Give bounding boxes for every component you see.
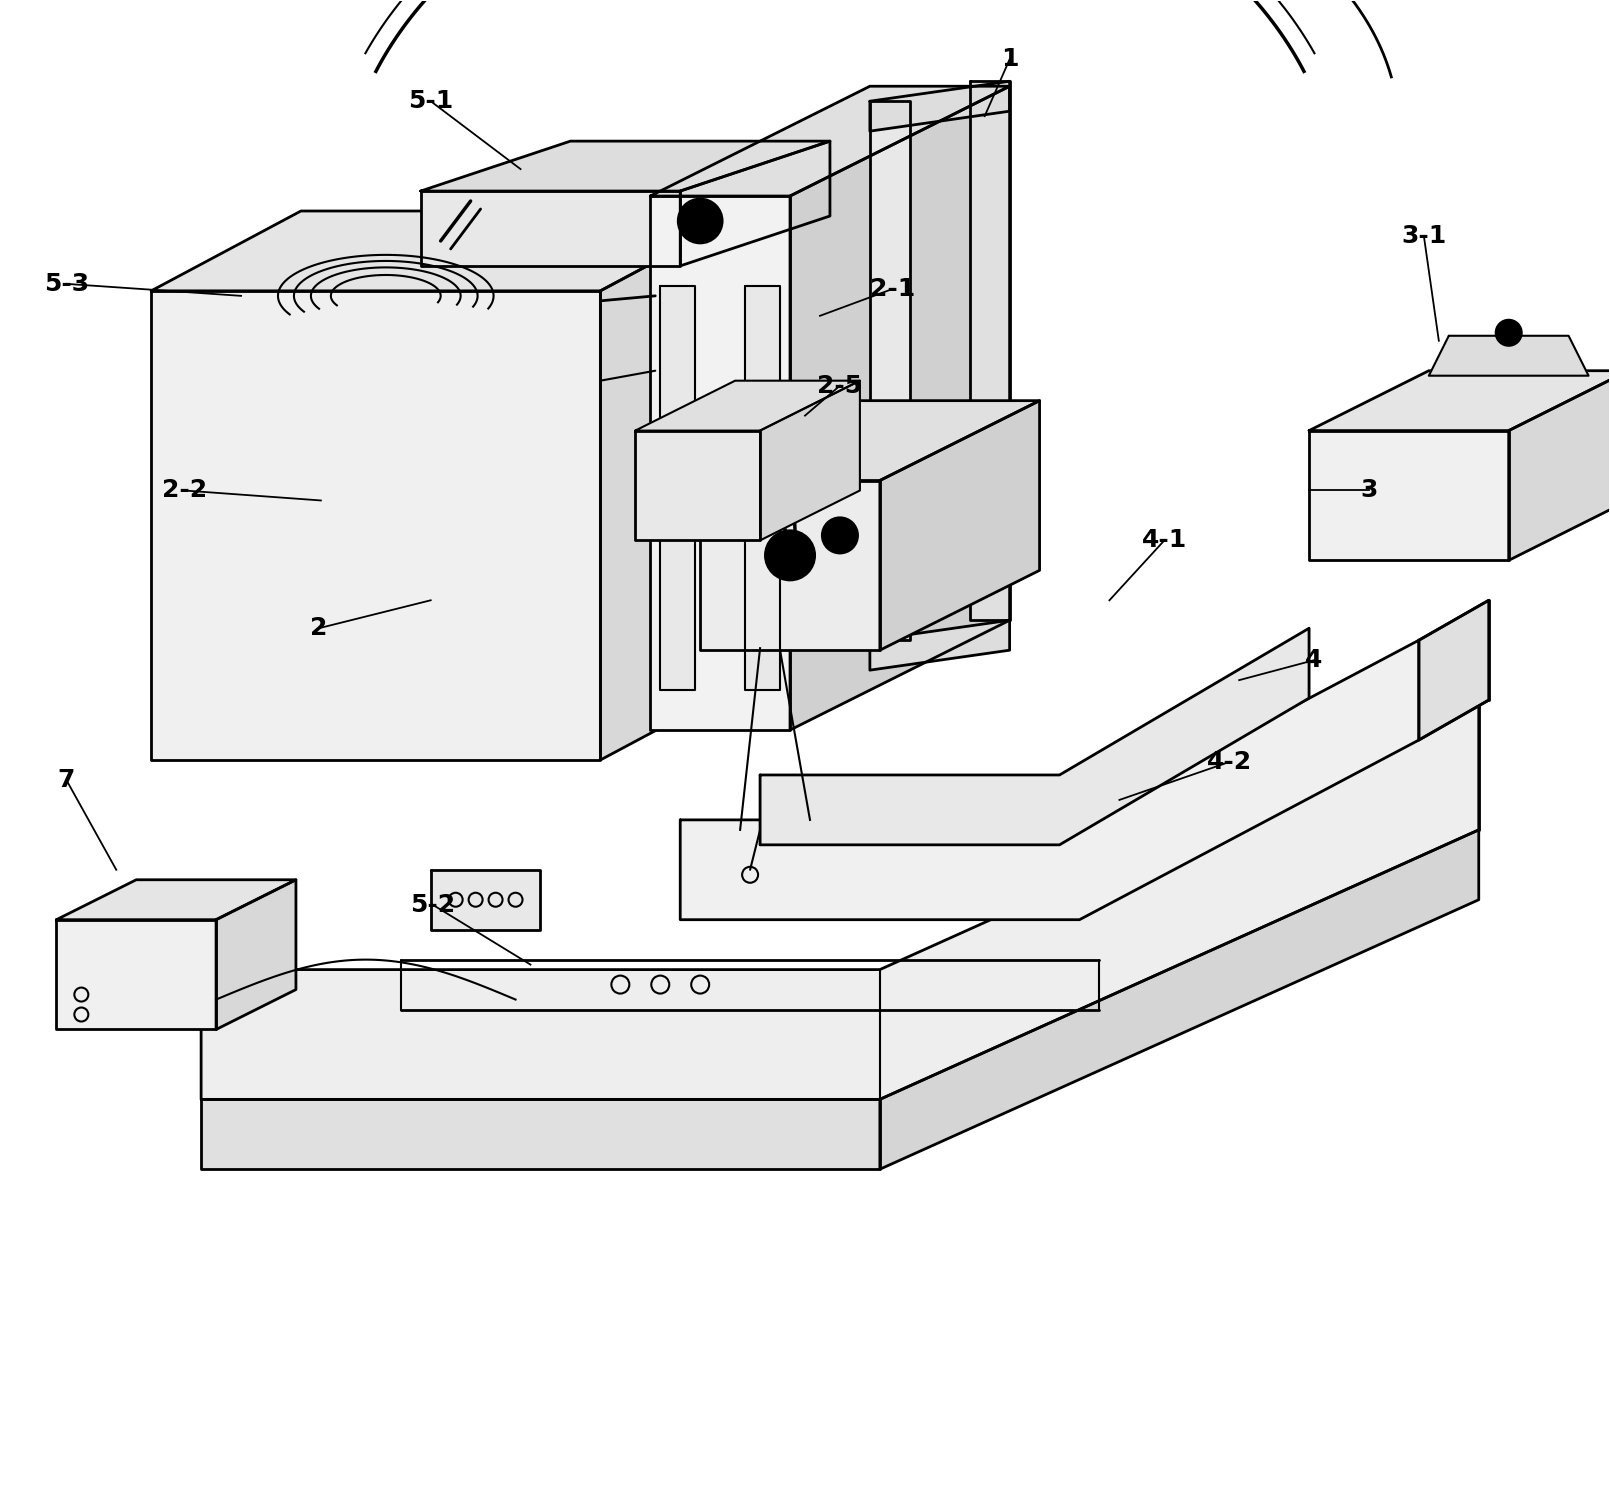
Polygon shape (1418, 601, 1489, 739)
Polygon shape (636, 380, 860, 430)
Polygon shape (216, 880, 296, 1029)
Text: 4: 4 (1306, 649, 1323, 672)
Polygon shape (201, 700, 1478, 1100)
Polygon shape (636, 430, 760, 540)
Polygon shape (791, 86, 1009, 730)
Text: 4-1: 4-1 (1141, 528, 1187, 552)
Text: 2-5: 2-5 (818, 374, 863, 398)
Text: 7: 7 (58, 768, 76, 792)
Polygon shape (151, 291, 601, 761)
Polygon shape (760, 628, 1309, 845)
Polygon shape (681, 640, 1418, 919)
Polygon shape (650, 196, 791, 730)
Polygon shape (420, 142, 829, 192)
Circle shape (823, 518, 858, 554)
Polygon shape (681, 142, 829, 266)
Text: 3-1: 3-1 (1401, 223, 1446, 247)
Text: 4-2: 4-2 (1206, 750, 1253, 774)
Polygon shape (879, 401, 1040, 650)
Polygon shape (760, 380, 860, 540)
Polygon shape (879, 830, 1478, 1169)
Circle shape (832, 528, 848, 543)
Text: 2-1: 2-1 (871, 276, 916, 300)
Polygon shape (650, 86, 1009, 196)
Circle shape (691, 211, 710, 231)
Circle shape (1496, 320, 1521, 346)
Polygon shape (601, 211, 750, 761)
Polygon shape (151, 211, 750, 291)
Text: 2: 2 (311, 616, 327, 640)
Polygon shape (1309, 430, 1509, 560)
Polygon shape (1509, 371, 1610, 560)
Polygon shape (431, 869, 541, 930)
Polygon shape (869, 101, 910, 640)
Text: 5-1: 5-1 (407, 89, 454, 113)
Text: 5-3: 5-3 (43, 272, 89, 296)
Polygon shape (869, 620, 1009, 670)
Polygon shape (745, 285, 781, 690)
Polygon shape (700, 480, 879, 650)
Text: 3: 3 (1360, 478, 1378, 502)
Polygon shape (700, 401, 1040, 480)
Polygon shape (420, 192, 681, 266)
Circle shape (778, 543, 802, 567)
Text: 2-2: 2-2 (161, 478, 206, 502)
Polygon shape (1309, 371, 1610, 430)
Polygon shape (660, 285, 696, 690)
Text: 1: 1 (1001, 47, 1019, 71)
Polygon shape (869, 81, 1009, 131)
Polygon shape (1428, 337, 1589, 376)
Polygon shape (56, 880, 296, 919)
Circle shape (1502, 327, 1515, 338)
Circle shape (765, 530, 815, 581)
Text: 5-2: 5-2 (411, 893, 456, 917)
Polygon shape (201, 1100, 879, 1169)
Polygon shape (969, 81, 1009, 620)
Polygon shape (56, 919, 216, 1029)
Circle shape (678, 199, 723, 243)
